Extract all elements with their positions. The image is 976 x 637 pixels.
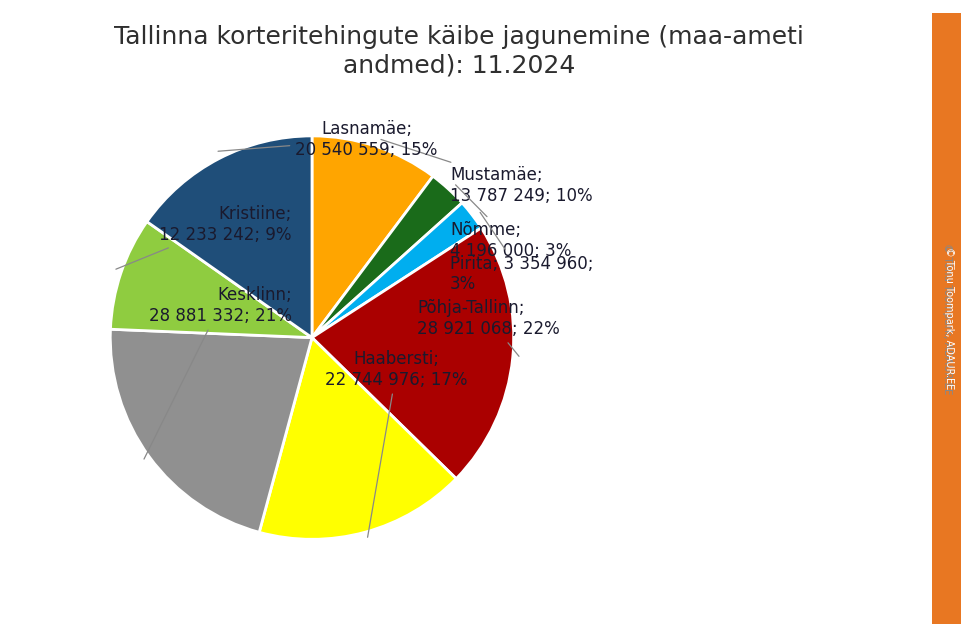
Text: © Tõnu Toompark, ADAUR.EE: © Tõnu Toompark, ADAUR.EE <box>944 247 954 390</box>
Text: Kristiine;
12 233 242; 9%: Kristiine; 12 233 242; 9% <box>116 205 292 269</box>
Wedge shape <box>312 176 462 338</box>
Text: Lasnamäe;
20 540 559; 15%: Lasnamäe; 20 540 559; 15% <box>218 120 437 159</box>
Wedge shape <box>312 136 433 338</box>
Text: Haabersti;
22 744 976; 17%: Haabersti; 22 744 976; 17% <box>325 350 468 537</box>
Text: Nõmme;
4 196 000; 3%: Nõmme; 4 196 000; 3% <box>450 185 572 260</box>
Wedge shape <box>312 203 481 338</box>
Text: Põhja-Tallinn;
28 921 068; 22%: Põhja-Tallinn; 28 921 068; 22% <box>417 299 559 356</box>
Text: Kesklinn;
28 881 332; 21%: Kesklinn; 28 881 332; 21% <box>144 286 292 459</box>
Wedge shape <box>110 222 312 338</box>
Text: Pirita; 3 354 960;
3%: Pirita; 3 354 960; 3% <box>450 212 593 294</box>
Wedge shape <box>110 329 312 533</box>
Text: Mustamäe;
13 787 249; 10%: Mustamäe; 13 787 249; 10% <box>381 140 592 204</box>
Wedge shape <box>147 136 312 338</box>
Wedge shape <box>260 338 456 540</box>
Text: Tallinna korteritehingute käibe jagunemine (maa-ameti
andmed): 11.2024: Tallinna korteritehingute käibe jagunemi… <box>114 25 803 77</box>
Wedge shape <box>312 228 513 478</box>
Text: © Tõnu Toompark, ADAUR.EE: © Tõnu Toompark, ADAUR.EE <box>942 243 952 394</box>
